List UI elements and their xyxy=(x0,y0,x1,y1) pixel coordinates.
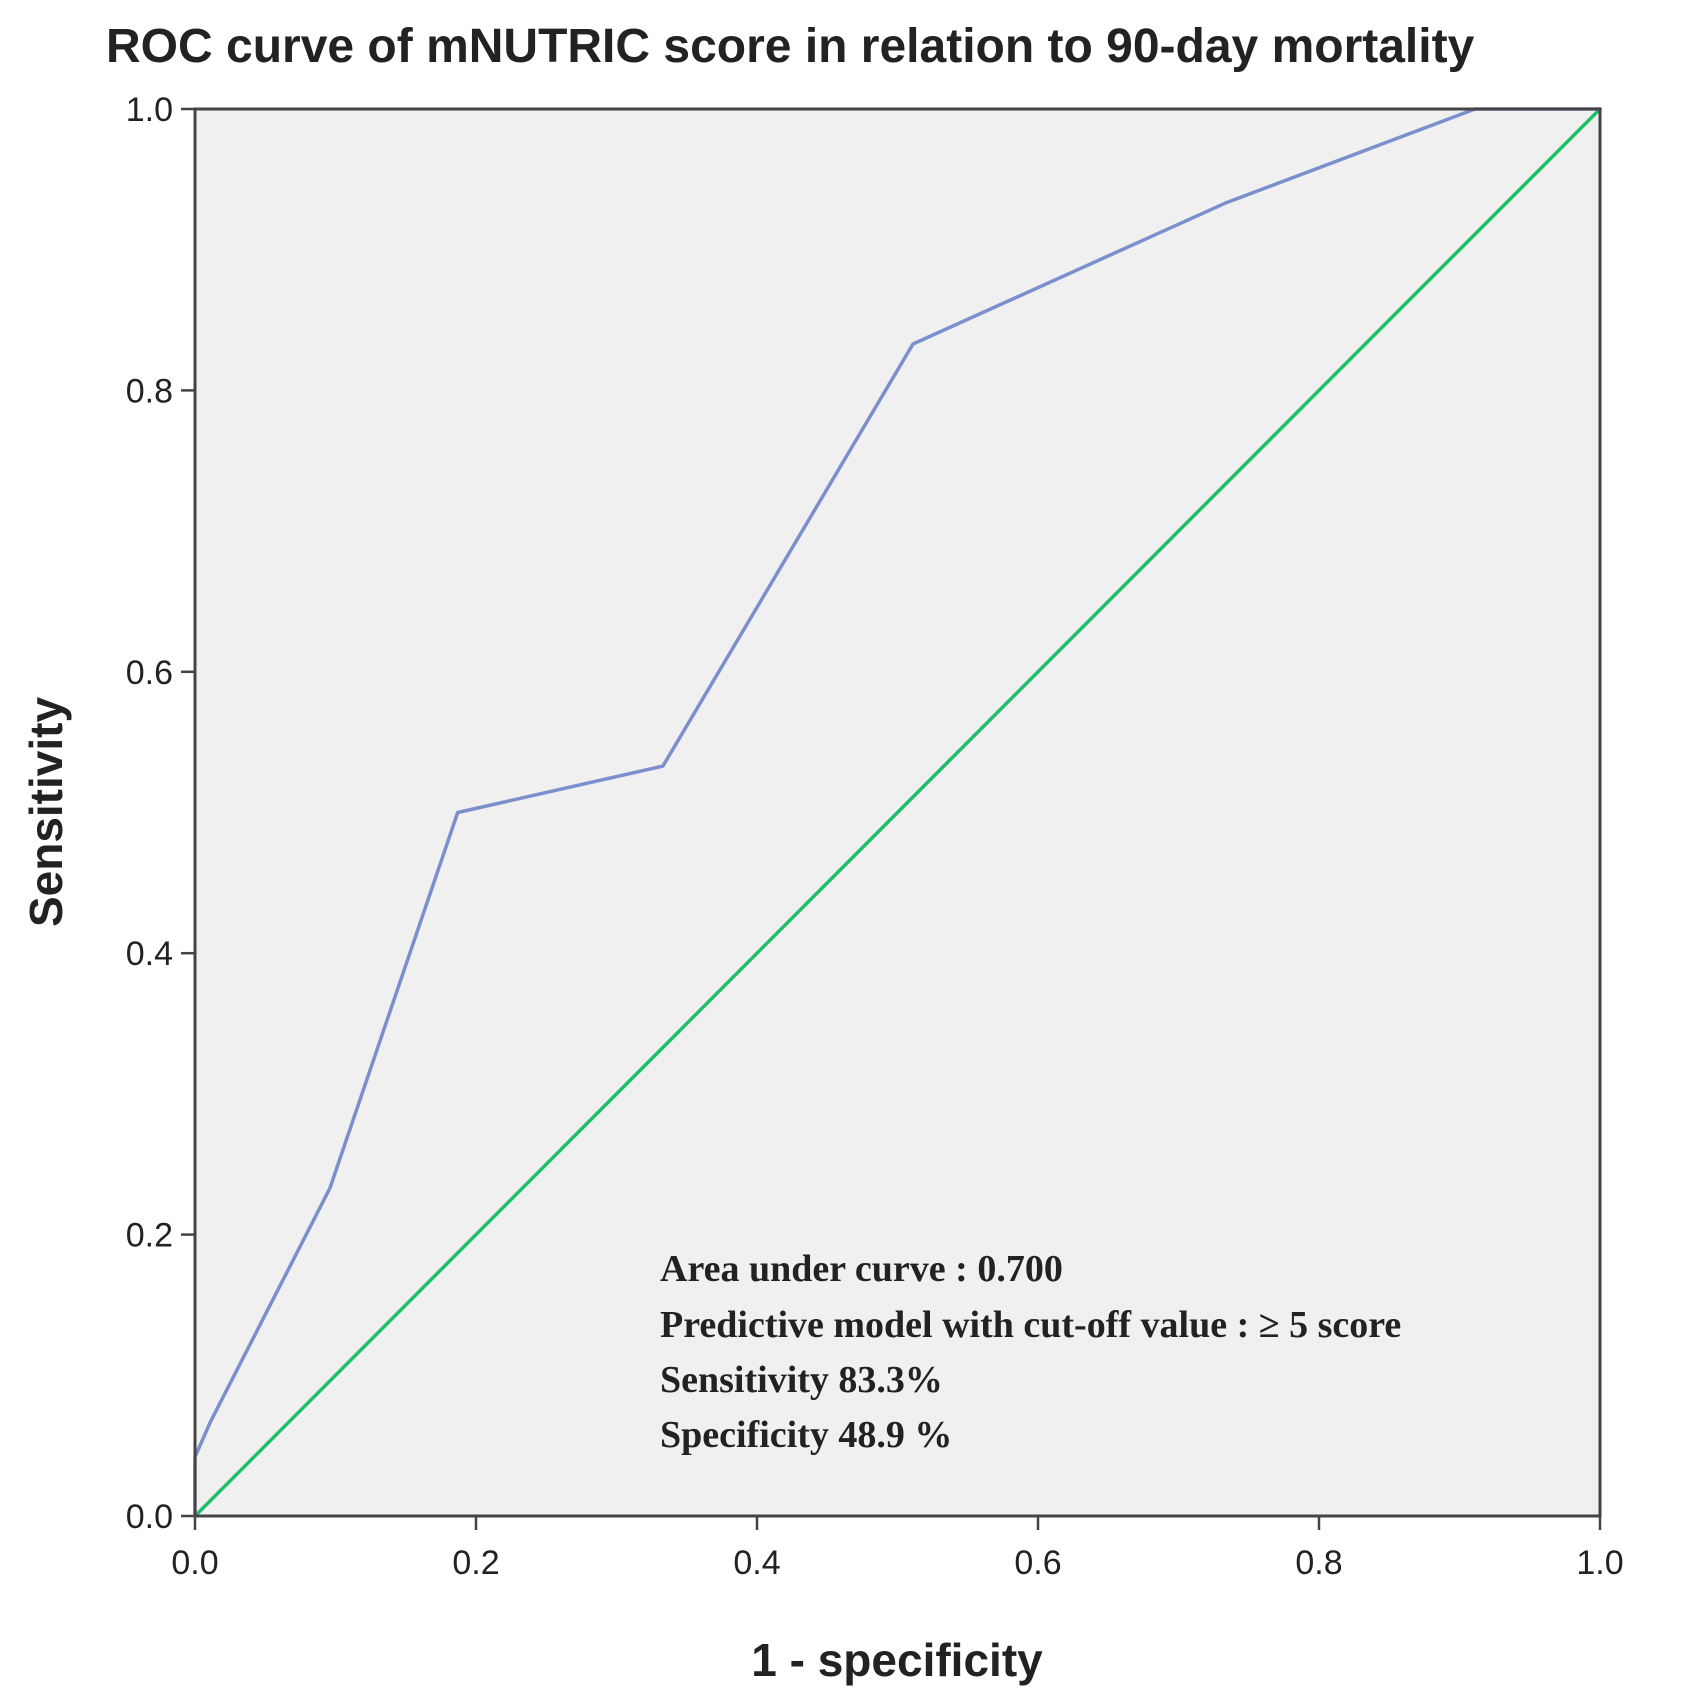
roc-curve-line xyxy=(193,107,1602,1518)
x-tick-label: 0.4 xyxy=(733,1544,780,1582)
reference-line xyxy=(193,107,1602,1518)
chart-title: ROC curve of mNUTRIC score in relation t… xyxy=(106,20,1475,73)
x-axis-label: 1 - specificity xyxy=(751,1634,1043,1686)
y-axis-label: Sensitivity xyxy=(20,697,72,928)
x-tick-label: 0.2 xyxy=(452,1544,499,1582)
annotation-line: Specificity 48.9 % xyxy=(660,1414,952,1456)
plot-frame xyxy=(193,107,1602,1518)
auc-annotation: Area under curve : 0.700 Predictive mode… xyxy=(660,1248,1401,1456)
y-tick-label: 1.0 xyxy=(126,91,173,129)
annotation-line: Area under curve : 0.700 xyxy=(660,1248,1063,1290)
axis-ticks: 0.0 0.2 0.4 0.6 0.8 1.0 0.0 0.2 0.4 0.6 0.8 1.0 xyxy=(126,91,1624,1582)
y-tick-label: 0.0 xyxy=(126,1498,173,1536)
y-tick-label: 0.4 xyxy=(126,935,173,973)
x-tick-label: 0.0 xyxy=(171,1544,218,1582)
annotation-line: Predictive model with cut-off value : ≥ … xyxy=(660,1304,1401,1346)
x-tick-label: 1.0 xyxy=(1576,1544,1623,1582)
y-tick-label: 0.6 xyxy=(126,654,173,692)
annotation-line: Sensitivity 83.3% xyxy=(660,1359,943,1401)
y-tick-label: 0.2 xyxy=(126,1217,173,1255)
series-layer xyxy=(193,107,1602,1518)
x-tick-label: 0.8 xyxy=(1295,1544,1342,1582)
y-tick-label: 0.8 xyxy=(126,372,173,410)
x-tick-label: 0.6 xyxy=(1014,1544,1061,1582)
